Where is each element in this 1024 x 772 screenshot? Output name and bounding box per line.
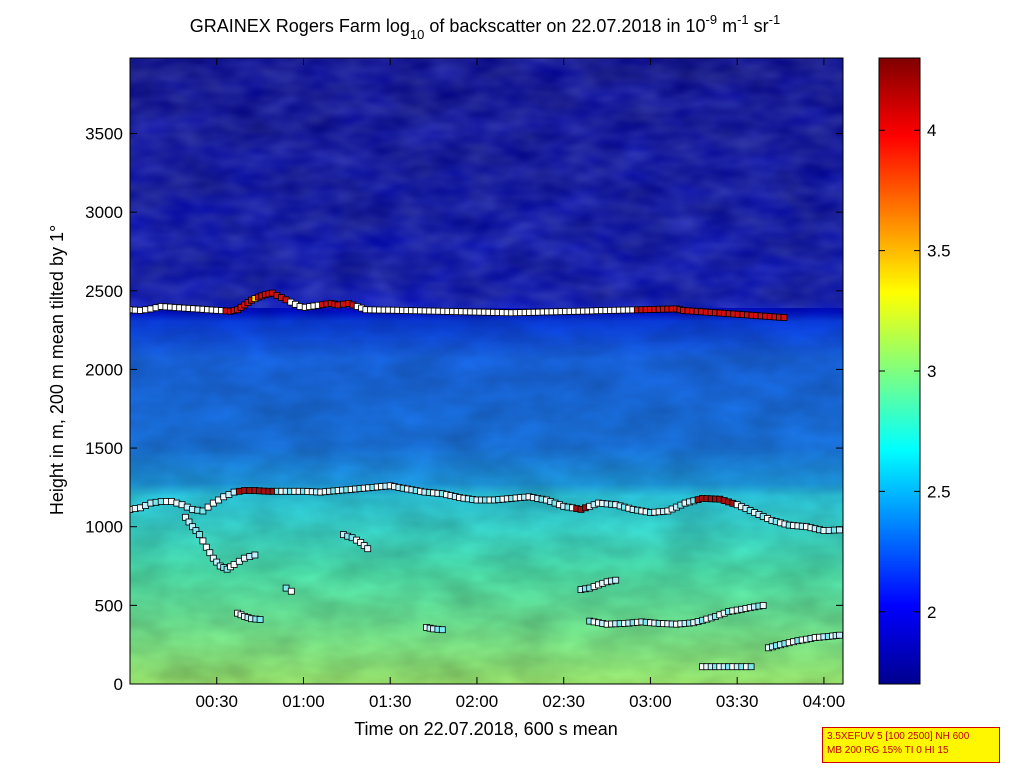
layer-point (438, 626, 446, 634)
colorbar-tick-label: 2.5 (927, 482, 951, 501)
layer-point (195, 531, 203, 538)
layer-point (185, 518, 193, 526)
y-tick-label: 2500 (85, 282, 123, 301)
y-tick-label: 2000 (85, 360, 123, 379)
x-tick-label: 04:00 (803, 692, 846, 711)
layer-point (256, 616, 264, 623)
info-line-2: MB 200 RG 15% TI 0 HI 15 (827, 745, 949, 756)
layer-point (202, 543, 210, 551)
layer-point (213, 558, 221, 566)
x-tick-label: 01:30 (369, 692, 412, 711)
y-tick-label: 3000 (85, 203, 123, 222)
x-tick-label: 03:00 (629, 692, 672, 711)
colorbar-tick-label: 2 (927, 603, 936, 622)
colorbar-tick-label: 4 (927, 121, 936, 140)
y-tick-label: 3500 (85, 124, 123, 143)
plot-frame (129, 57, 844, 685)
layer-point (836, 631, 843, 639)
layer-point (364, 545, 372, 553)
layer-marks (130, 289, 843, 671)
x-tick-label: 02:30 (542, 692, 585, 711)
y-tick-label: 1500 (85, 439, 123, 458)
layer-point (747, 663, 755, 671)
colorbar-tick-label: 3 (927, 362, 936, 381)
info-line-1: 3.5XEFUV 5 [100 2500] NH 600 (827, 731, 970, 742)
layer-point (287, 587, 295, 595)
y-axis-label: Height in m, 200 m mean tilted by 1° (47, 225, 67, 515)
layer-point (759, 602, 767, 609)
x-axis-label: Time on 22.07.2018, 600 s mean (354, 719, 618, 739)
heatmap-field (130, 58, 843, 684)
layer-point (206, 549, 214, 557)
layer-point (836, 526, 843, 534)
colorbar-ticks: 2 2.5 3 3.5 4 (879, 121, 951, 622)
colorbar (878, 57, 921, 685)
chart-title: GRAINEX Rogers Farm log10 of backscatter… (190, 12, 780, 42)
layer-point (780, 314, 788, 321)
layer-point (612, 576, 620, 584)
x-tick-label: 02:00 (456, 692, 499, 711)
layer-point (251, 551, 259, 559)
x-axis: 00:30 01:00 01:30 02:00 02:30 03:00 03:30 04:00 (195, 58, 845, 711)
y-tick-label: 0 (114, 675, 123, 694)
settings-info-box: 3.5XEFUV 5 [100 2500] NH 600 MB 200 RG 1… (822, 727, 1000, 763)
layer-point (192, 527, 200, 534)
layer-point (182, 513, 189, 521)
colorbar-tick-label: 3.5 (927, 242, 951, 261)
x-tick-label: 00:30 (195, 692, 238, 711)
y-tick-label: 1000 (85, 518, 123, 537)
y-axis: 0 500 1000 1500 2000 2500 3000 3500 (85, 124, 843, 694)
x-tick-label: 01:00 (282, 692, 325, 711)
heatmap-texture-dark (130, 58, 843, 684)
y-tick-label: 500 (95, 596, 123, 615)
layer-point (199, 507, 207, 515)
x-tick-label: 03:30 (716, 692, 759, 711)
layer-point (204, 503, 212, 511)
layer-point (199, 537, 207, 545)
